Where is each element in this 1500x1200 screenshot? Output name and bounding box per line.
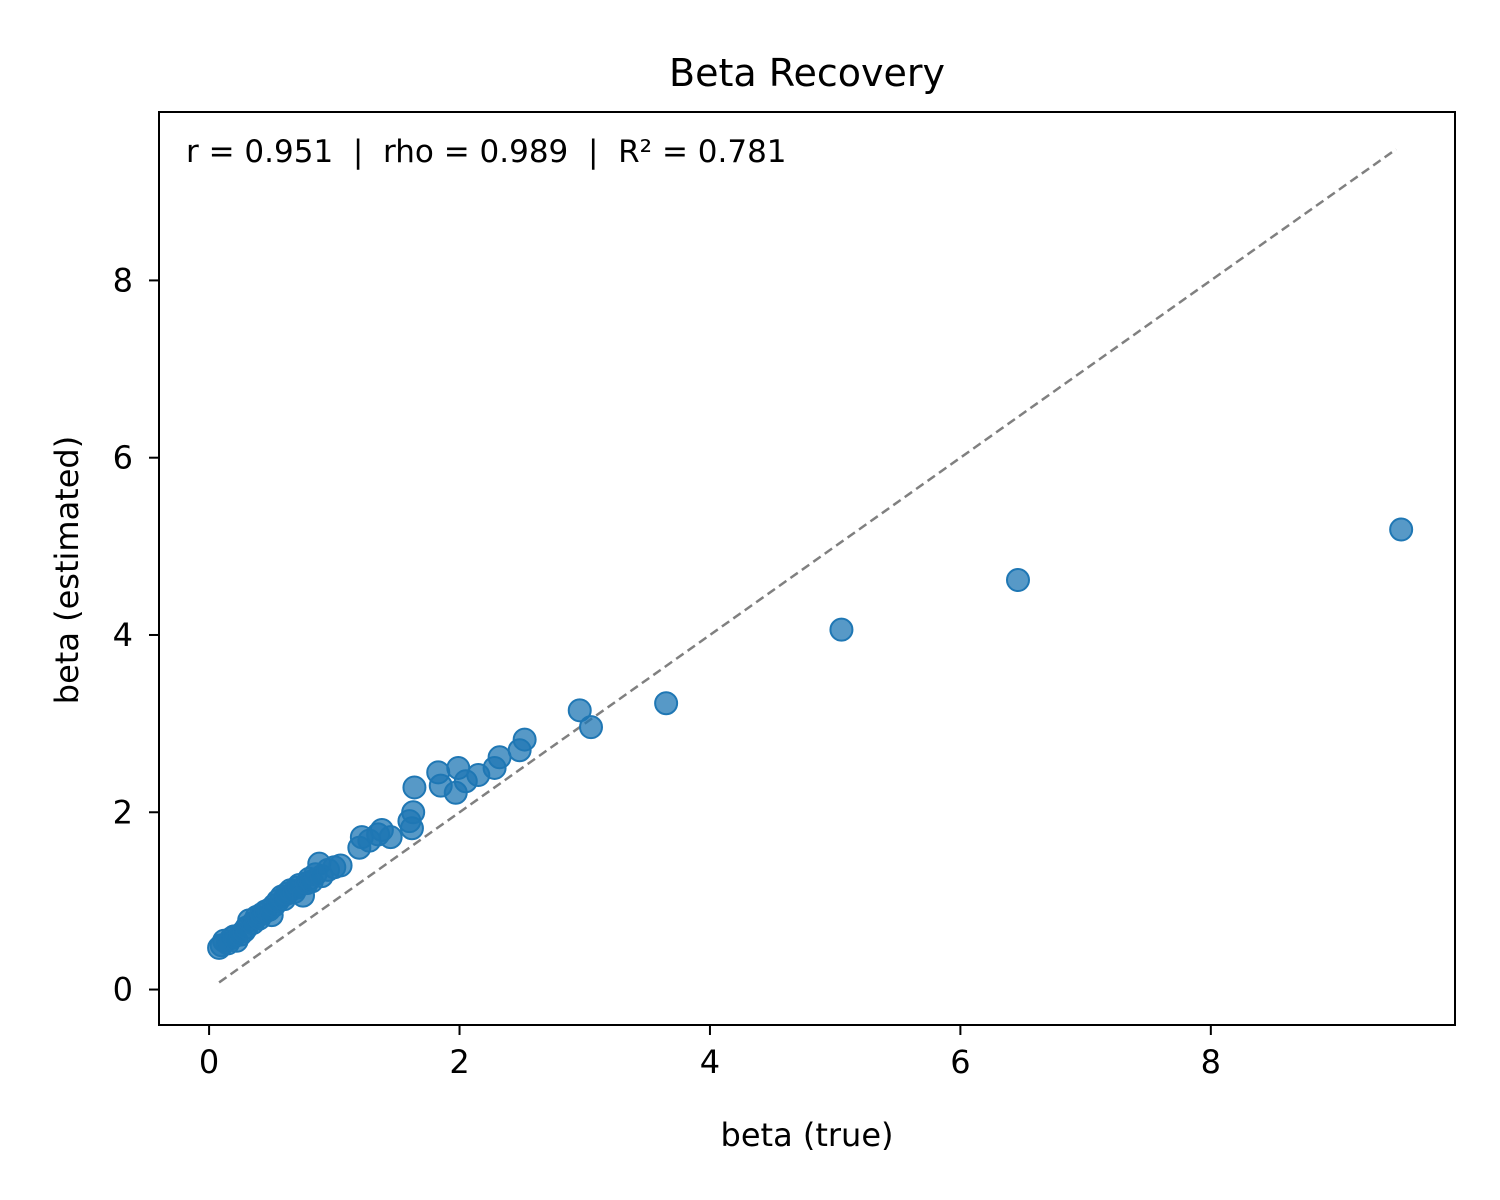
data-point xyxy=(1005,568,1030,593)
y-axis-label: beta (estimated) xyxy=(48,436,86,704)
data-points xyxy=(207,517,1414,960)
data-point xyxy=(402,775,427,800)
data-point xyxy=(328,853,353,878)
data-point xyxy=(1389,517,1414,542)
y-tick-label: 4 xyxy=(113,616,133,654)
axes-frame xyxy=(158,111,1456,1026)
x-axis-ticks: 0 2 4 6 8 xyxy=(199,1025,1221,1081)
data-point xyxy=(829,617,854,642)
plot-area xyxy=(207,148,1414,984)
stats-annotation: r = 0.951 | rho = 0.989 | R² = 0.781 xyxy=(186,134,787,170)
data-point xyxy=(579,715,603,740)
data-point xyxy=(378,825,403,850)
data-point xyxy=(487,745,512,770)
x-tick-label: 6 xyxy=(950,1043,970,1081)
y-tick-label: 6 xyxy=(113,439,133,477)
x-tick-label: 8 xyxy=(1201,1043,1221,1081)
chart-title: Beta Recovery xyxy=(669,51,945,95)
y-tick-label: 2 xyxy=(113,793,133,831)
y-tick-label: 0 xyxy=(113,971,133,1009)
x-axis-label: beta (true) xyxy=(721,1116,894,1154)
data-point xyxy=(401,800,426,825)
x-tick-label: 4 xyxy=(700,1043,720,1081)
data-point xyxy=(512,727,537,752)
identity-reference-line xyxy=(218,148,1397,984)
x-tick-label: 2 xyxy=(449,1043,469,1081)
data-point xyxy=(654,691,679,716)
y-tick-label: 8 xyxy=(113,261,133,299)
y-axis-ticks: 0 2 4 6 8 xyxy=(113,261,159,1009)
data-point xyxy=(567,698,592,723)
x-tick-label: 0 xyxy=(199,1043,219,1081)
